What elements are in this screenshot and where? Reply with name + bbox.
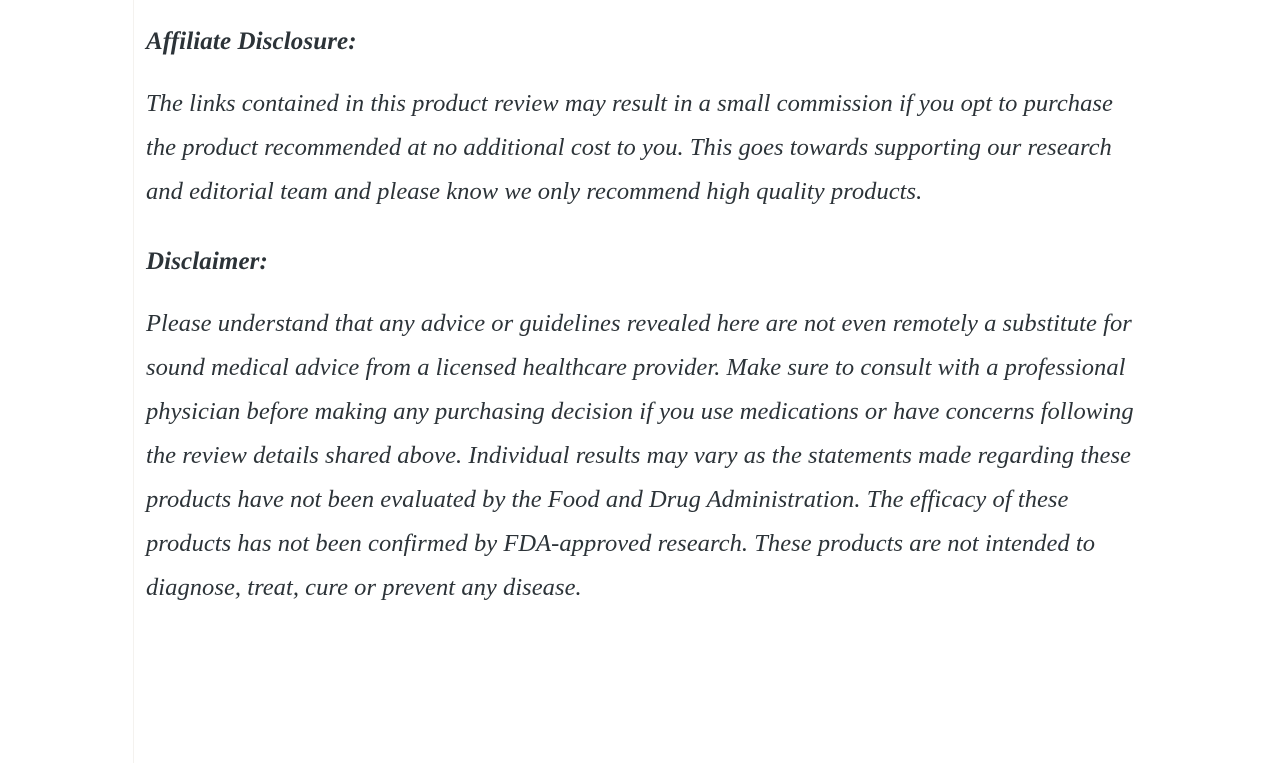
content-column-rule — [133, 0, 134, 763]
affiliate-disclosure-paragraph: The links contained in this product revi… — [146, 90, 1113, 205]
disclaimer-heading: Disclaimer: — [146, 248, 268, 275]
affiliate-disclosure-heading: Affiliate Disclosure: — [146, 28, 357, 55]
disclaimer-paragraph: Please understand that any advice or gui… — [146, 310, 1134, 601]
content-column: Affiliate Disclosure: The links containe… — [146, 0, 1158, 610]
